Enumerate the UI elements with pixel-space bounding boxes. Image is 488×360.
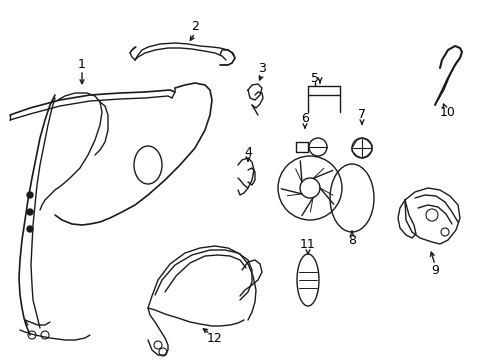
Circle shape [27, 209, 33, 215]
Text: 7: 7 [357, 108, 365, 122]
Text: 6: 6 [301, 112, 308, 125]
Text: 4: 4 [244, 145, 251, 158]
Text: 9: 9 [430, 264, 438, 276]
Text: 8: 8 [347, 234, 355, 247]
Text: 1: 1 [78, 58, 86, 71]
Text: 11: 11 [300, 238, 315, 251]
Circle shape [27, 226, 33, 232]
Circle shape [27, 192, 33, 198]
Text: 3: 3 [258, 62, 265, 75]
Text: 2: 2 [191, 21, 199, 33]
Text: 12: 12 [207, 332, 223, 345]
Text: 10: 10 [439, 105, 455, 118]
Text: 5: 5 [310, 72, 318, 85]
